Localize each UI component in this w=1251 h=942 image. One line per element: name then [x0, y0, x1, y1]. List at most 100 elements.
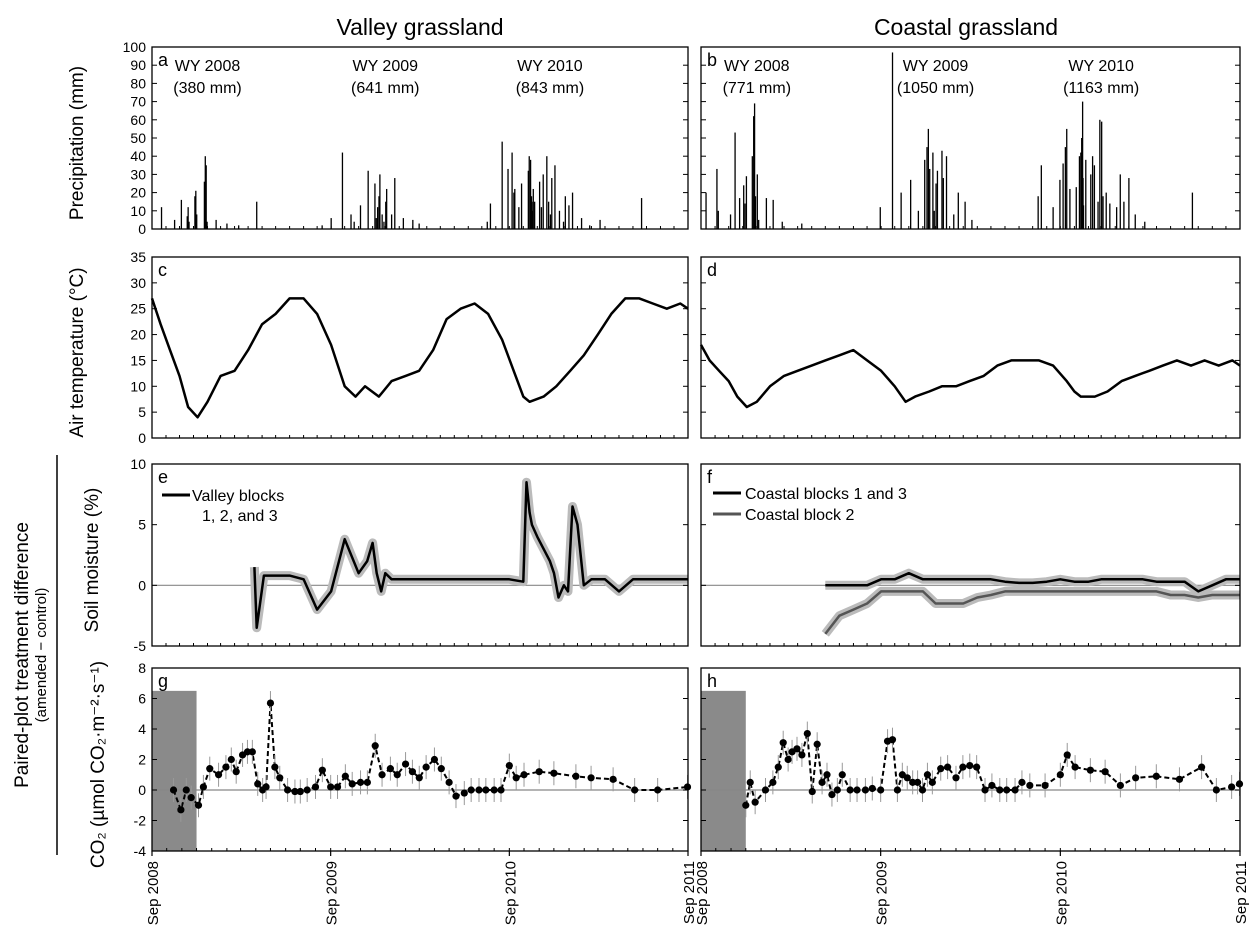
precip-bar: [734, 132, 736, 229]
precip-bar: [256, 201, 258, 229]
data-point: [1018, 778, 1026, 786]
precip-bar: [1062, 163, 1064, 229]
precip-bar: [738, 198, 741, 229]
series-line-2: [824, 590, 1240, 635]
y-tick-label: 30: [130, 166, 146, 182]
data-point: [813, 740, 821, 748]
precip-bar: [376, 207, 379, 229]
wy-annotation: WY 2010: [517, 58, 583, 75]
data-point: [371, 742, 379, 750]
precip-bar: [1144, 221, 1146, 229]
data-point: [903, 774, 911, 782]
precip-bar: [1052, 207, 1054, 229]
precip-bar: [953, 214, 955, 229]
y-tick-label: 10: [130, 203, 146, 219]
plot-frame: [151, 667, 689, 852]
data-point: [283, 786, 292, 794]
data-point: [187, 794, 195, 802]
precip-bar: [367, 170, 369, 229]
y-tick-label: 10: [130, 378, 146, 394]
data-point: [1003, 786, 1011, 794]
plot-frame: [700, 46, 1241, 230]
precip-bar: [935, 183, 937, 229]
precip-bar: [529, 159, 532, 229]
precip-bar: [1075, 187, 1077, 229]
precip-bar: [160, 207, 163, 229]
data-point: [291, 787, 299, 796]
precip-bar: [386, 188, 388, 229]
precip-bar: [1191, 192, 1194, 229]
precip-bar: [402, 218, 405, 229]
data-point: [437, 765, 445, 773]
data-point: [988, 781, 996, 790]
data-point: [1212, 786, 1220, 794]
y-tick-label: 5: [138, 517, 146, 533]
precip-bar: [180, 199, 183, 229]
panel-h: h Sep 2008 Sep 2009 Sep 2010 Sep 2011: [694, 667, 1250, 925]
data-point: [408, 768, 417, 776]
precip-bar: [383, 221, 385, 229]
y-tick-label: 20: [130, 327, 146, 343]
precip-bar: [1093, 165, 1096, 229]
precip-bar: [926, 147, 928, 229]
data-point: [944, 763, 952, 771]
precip-bar: [520, 183, 523, 229]
precip-bar: [486, 221, 488, 229]
precip-bar: [551, 178, 553, 229]
precip-bar: [507, 168, 509, 229]
precip-bar: [1109, 203, 1111, 229]
data-point: [1101, 768, 1109, 776]
data-point: [751, 798, 759, 806]
data-point: [401, 760, 410, 768]
data-point: [937, 765, 945, 773]
wy-annotation: WY 2010: [1068, 58, 1134, 75]
data-point: [497, 786, 505, 794]
data-point: [254, 780, 262, 788]
precip-bar: [900, 192, 902, 229]
data-point: [262, 783, 270, 791]
wy-annotation: WY 2009: [903, 58, 969, 75]
data-point: [422, 763, 430, 771]
data-point: [445, 778, 453, 786]
data-point: [959, 763, 967, 771]
data-point: [779, 739, 787, 747]
shared-ylabel-line2: (amended − control): [33, 588, 50, 723]
legend-label: Valley blocks: [192, 488, 284, 505]
series-line-1: [150, 297, 689, 419]
legend-label: 1, 2, and 3: [202, 508, 278, 525]
precip-bar: [173, 219, 176, 229]
precip-bar: [353, 221, 355, 229]
precip-bar: [532, 188, 534, 229]
data-point: [276, 774, 284, 782]
data-point: [609, 775, 617, 783]
precip-bar: [568, 205, 570, 229]
precip-bar: [511, 152, 513, 229]
legend-label: Coastal blocks 1 and 3: [745, 486, 907, 503]
precip-bar: [753, 116, 755, 229]
precip-bar: [542, 174, 544, 229]
precip-bar: [964, 201, 966, 229]
precip-bar: [729, 214, 732, 229]
data-point: [467, 786, 475, 794]
data-point: [893, 786, 902, 794]
y-tick-label: 80: [130, 75, 146, 91]
precip-bar: [186, 216, 188, 229]
precip-bar: [540, 207, 543, 229]
y-tick-label: 60: [130, 112, 146, 128]
precip-bar: [772, 199, 774, 229]
data-point: [520, 771, 528, 779]
precip-bar: [1101, 121, 1103, 229]
data-point: [214, 771, 223, 779]
data-point: [828, 790, 836, 799]
shaded-region: [701, 690, 746, 851]
y-tick-label: 25: [130, 301, 146, 317]
precip-bar: [341, 152, 344, 229]
precip-bar: [359, 205, 362, 229]
precip-bar: [1069, 188, 1071, 229]
precip-bar: [1128, 178, 1130, 229]
y-tick-label: 100: [123, 39, 147, 55]
precip-bar: [350, 214, 352, 229]
wy-annotation: (843 mm): [516, 80, 584, 97]
